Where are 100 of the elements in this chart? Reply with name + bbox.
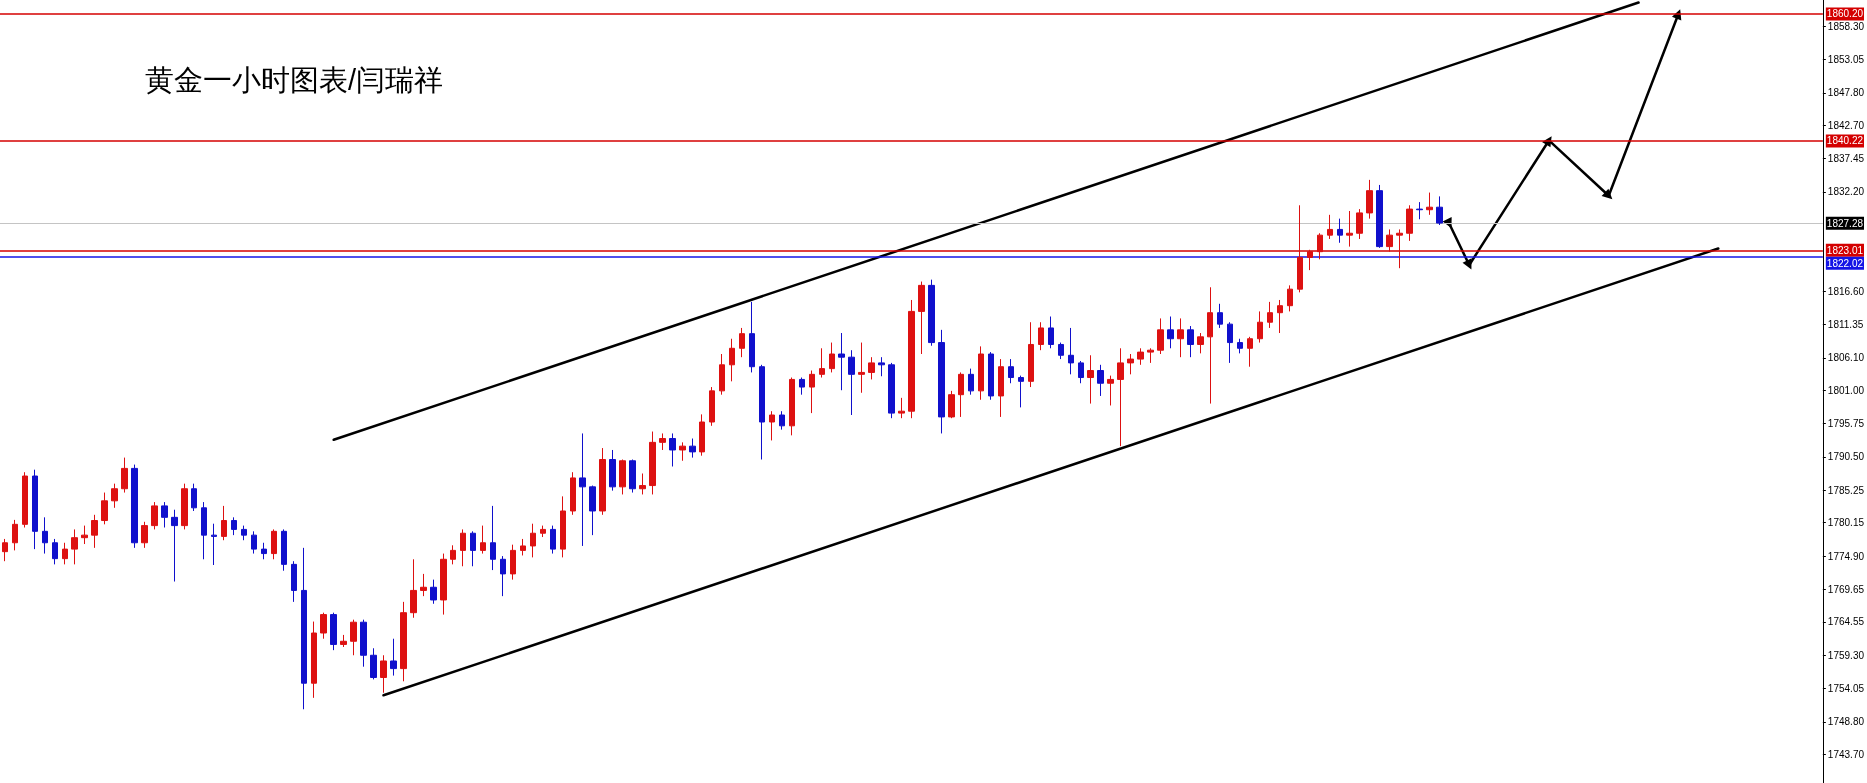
candlestick	[1337, 218, 1343, 244]
candlestick	[500, 555, 506, 597]
candlestick	[689, 438, 696, 459]
candlestick	[1097, 364, 1104, 397]
y-tick-label: 1811.35	[1827, 318, 1864, 330]
candlestick	[490, 505, 496, 571]
candlestick	[779, 410, 785, 431]
y-tick-label: 1769.65	[1827, 583, 1865, 595]
candlestick	[1177, 317, 1184, 358]
candlestick	[281, 528, 287, 572]
candlestick	[1107, 375, 1114, 406]
candlestick	[271, 528, 277, 560]
candlestick	[560, 495, 566, 558]
y-tick-label: 1847.80	[1827, 87, 1865, 99]
candlestick	[1277, 299, 1283, 334]
candlestick	[1227, 321, 1233, 364]
candlestick	[1406, 204, 1413, 242]
candlestick	[729, 338, 735, 382]
candlestick	[1287, 284, 1293, 312]
candlestick	[241, 525, 247, 541]
candlestick	[440, 553, 447, 616]
candlestick	[1376, 184, 1383, 249]
candlestick	[570, 471, 576, 516]
candlestick	[22, 471, 28, 529]
candlestick	[181, 483, 188, 530]
candlestick	[101, 492, 108, 525]
candlestick	[380, 654, 387, 694]
candlestick	[749, 301, 755, 373]
candlestick	[1426, 192, 1433, 216]
y-tick-label: 1795.75	[1827, 418, 1865, 430]
candlestick	[141, 521, 148, 549]
candlestick	[679, 441, 686, 462]
candlestick	[340, 634, 347, 648]
candlestick	[579, 432, 586, 547]
candlestick	[1346, 210, 1353, 248]
candlestick	[42, 516, 48, 555]
ref-line-label: 1822.02	[1826, 257, 1864, 269]
candlestick	[1197, 332, 1204, 354]
candlestick	[739, 327, 745, 358]
candlestick	[888, 362, 895, 419]
candlestick	[1356, 208, 1363, 240]
candlestick	[1018, 375, 1024, 408]
ref-line-label: 1827.28	[1826, 217, 1864, 229]
candlestick	[589, 485, 596, 536]
candlestick	[1386, 228, 1393, 253]
candlestick	[320, 612, 327, 640]
candlestick	[759, 364, 765, 460]
candlestick	[968, 368, 974, 396]
candlestick	[450, 544, 456, 565]
candlestick	[878, 356, 885, 377]
candlestick	[988, 351, 994, 401]
candlestick	[719, 353, 725, 396]
y-tick-label: 1858.30	[1827, 20, 1865, 32]
ref-line-label: 1823.01	[1826, 244, 1864, 256]
y-tick-label: 1780.15	[1827, 517, 1865, 529]
candlestick	[998, 358, 1004, 418]
y-tick-label: 1816.60	[1827, 285, 1865, 297]
candlestick	[819, 347, 825, 379]
candlestick	[609, 449, 616, 492]
candlestick	[1008, 358, 1014, 384]
candlestick	[121, 457, 128, 494]
candlestick	[938, 329, 945, 434]
candlestick	[838, 332, 845, 391]
candlestick	[62, 542, 68, 565]
candlestick	[799, 377, 805, 396]
candlestick	[1028, 321, 1034, 388]
ref-line-label: 1840.22	[1826, 135, 1864, 147]
candlestick	[1247, 336, 1253, 368]
candlestick	[1267, 301, 1273, 329]
candlestick	[71, 528, 78, 565]
candlestick	[769, 410, 775, 441]
candlestick	[111, 483, 118, 509]
candlestick	[480, 525, 486, 555]
candlestick	[1257, 310, 1263, 344]
candlestick	[1058, 342, 1064, 360]
candlestick	[1078, 360, 1084, 384]
y-tick-label: 1832.20	[1827, 186, 1865, 198]
candlestick	[709, 386, 715, 427]
candlestick	[1187, 325, 1194, 358]
text: 黄金一小时图表/闫瑞祥	[145, 63, 444, 96]
candlestick	[191, 483, 197, 512]
candlestick	[1167, 316, 1174, 349]
y-tick-label: 1790.50	[1827, 451, 1865, 463]
candlestick	[32, 469, 38, 550]
candlestick	[1217, 303, 1223, 329]
candlestick	[261, 542, 267, 560]
y-tick-label: 1853.05	[1827, 53, 1865, 65]
candlestick	[330, 612, 337, 651]
candlestick	[629, 459, 636, 494]
candlestick	[978, 345, 984, 401]
candlestick	[540, 525, 546, 538]
candlestick	[81, 525, 88, 545]
candlestick	[1327, 214, 1333, 240]
candlestick	[1117, 347, 1124, 447]
y-tick-label: 1743.70	[1827, 748, 1865, 760]
candlestick	[460, 528, 466, 567]
candlestick	[161, 501, 168, 529]
candlestick	[1396, 228, 1403, 269]
candlestick	[221, 505, 227, 541]
candlestick	[1297, 204, 1303, 293]
